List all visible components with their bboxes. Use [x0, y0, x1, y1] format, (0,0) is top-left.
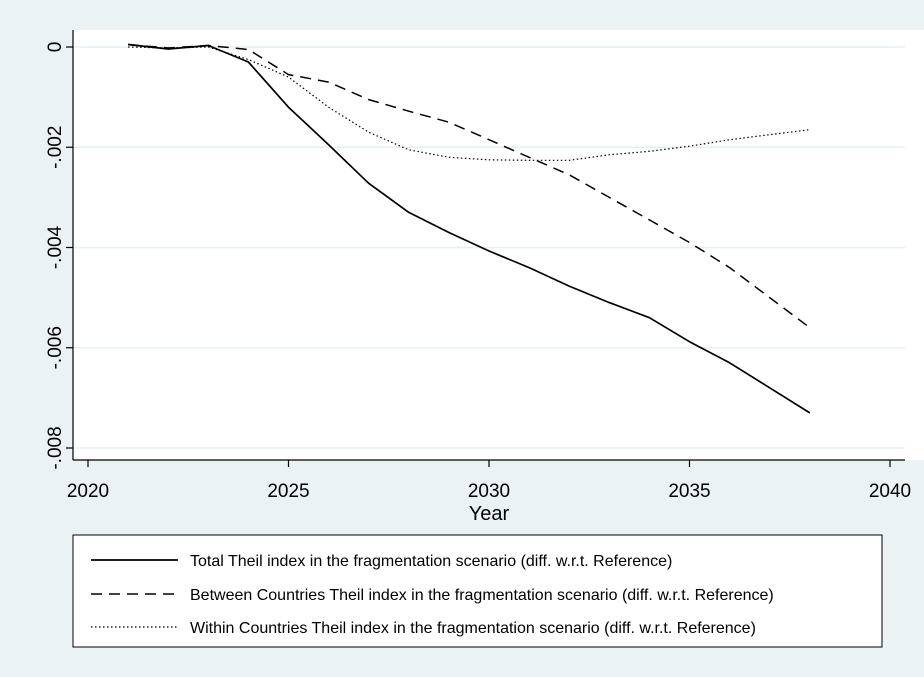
series-line-dashed [128, 43, 811, 329]
legend: Total Theil index in the fragmentation s… [91, 553, 774, 637]
series-lines [128, 43, 811, 414]
plot-region [73, 30, 924, 460]
x-tick-label: 2035 [668, 481, 710, 502]
x-axis-title: Year [469, 503, 510, 525]
y-axis-ticks: 0 -.002 -.004 -.006 -.008 [45, 42, 73, 470]
x-tick-label: 2020 [67, 481, 109, 502]
legend-box [72, 534, 883, 648]
legend-label: Total Theil index in the fragmentation s… [190, 553, 672, 570]
series-line-dotted [128, 46, 810, 161]
x-tick-label: 2040 [869, 481, 911, 502]
legend-label: Within Countries Theil index in the frag… [190, 620, 756, 637]
y-tick-label: -.008 [45, 426, 66, 469]
series-line-solid [128, 43, 811, 414]
y-tick-label: -.006 [45, 326, 66, 369]
y-tick-label: 0 [45, 42, 66, 53]
legend-label: Between Countries Theil index in the fra… [190, 587, 774, 604]
x-tick-label: 2030 [468, 481, 510, 502]
y-tick-label: -.002 [45, 126, 66, 169]
y-tick-label: -.004 [45, 225, 66, 269]
x-axis-ticks: 2020 2025 2030 2035 2040 [67, 460, 911, 502]
x-tick-label: 2025 [267, 481, 309, 502]
